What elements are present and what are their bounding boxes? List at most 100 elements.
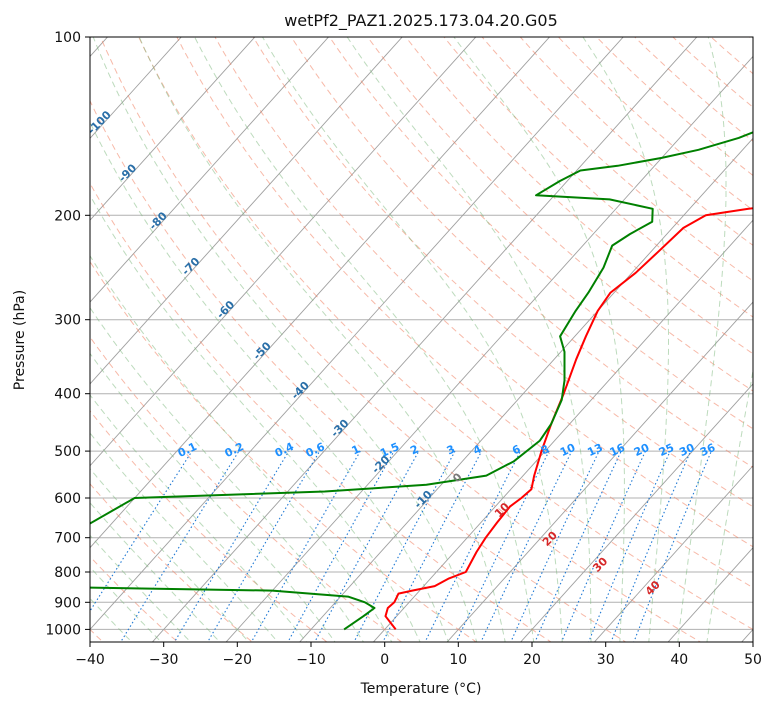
y-axis: 100 200 300 400 500 600 700 800 900 1000 [45,30,90,638]
moist-adiabat-line [677,37,727,642]
dry-adiabat-line [748,37,753,41]
mixing-ratio-line [633,450,712,642]
mixing-ratio-label: 36 [698,441,718,459]
dry-adiabat-line [252,37,753,508]
y-tick-label: 300 [54,313,81,329]
dry-adiabat-label: -100 [85,108,114,137]
mixing-ratio-label: 1 [350,443,362,458]
mixing-ratio-label: 0.2 [223,440,246,460]
isotherm-line [225,55,753,642]
isotherm-line [90,37,551,549]
mixing-ratio-line [455,450,550,642]
mixing-ratio-line [610,450,692,642]
moist-adiabat-line [90,432,279,642]
y-tick-label: 600 [54,491,81,507]
mixing-ratio-line [250,450,361,642]
dry-adiabat-line [710,37,753,75]
moist-adiabat-line [346,37,592,642]
x-tick-label: −30 [149,652,179,668]
moist-adiabat-line [90,121,449,642]
x-tick-label: 20 [523,652,541,668]
y-tick-label: 200 [54,208,81,224]
mixing-ratio-label: 30 [677,441,697,459]
dry-adiabat-line [595,37,753,177]
moist-adiabat-line [453,37,625,642]
dry-adiabat-label: -90 [116,161,139,184]
isotherm-line [299,137,753,642]
x-tick-label: 40 [670,652,688,668]
moist-adiabat-line [138,37,506,642]
isotherm-line [151,37,698,642]
mixing-ratio-line [173,450,290,642]
mixing-ratio-line [480,450,573,642]
moist-adiabat-line [90,467,250,642]
plot-frame [89,36,754,643]
dry-adiabat-line [90,555,179,642]
dry-adiabat-line [557,37,753,211]
dry-adiabat-line [90,483,254,642]
x-tick-label: 0 [380,652,389,668]
dry-adiabat-line [138,37,753,630]
dry-adiabat-line [290,37,753,469]
mixing-ratio-line [588,450,671,642]
x-tick-label: 50 [744,652,762,668]
mixing-ratio-label: 3 [445,443,457,458]
y-axis-label: Pressure (hPa) [12,290,28,390]
moist-adiabat-line [90,194,421,642]
dry-adiabat-line [176,37,753,589]
dry-adiabat-line [99,37,702,642]
dry-adiabats [90,37,753,642]
mixing-ratio-line [560,450,646,642]
mixing-ratio-label: 20 [632,441,652,459]
y-tick-label: 400 [54,387,81,403]
moist-adiabat-line [90,501,221,642]
mixing-ratio-line [120,450,240,642]
isotherms [90,37,753,642]
isotherm-line [90,37,182,140]
dry-adiabat-line [90,410,328,642]
isotherm-line [90,37,624,631]
isotherm-line [90,37,330,303]
moist-adiabat-line [194,37,535,642]
dry-adiabat-label: -30 [328,416,351,439]
y-tick-label: 100 [54,30,81,46]
dry-adiabat-line [366,37,753,392]
isotherm-line [90,37,256,221]
mixing-ratio-line [424,450,521,642]
line-labels: 0.1 0.2 0.4 0.6 1 1.5 2 3 4 6 8 10 13 16 20 25 30 36-100-… [85,108,718,598]
mixing-ratio-label: 0.1 [176,440,199,460]
y-tick-label: 700 [54,531,81,547]
moist-adiabat-label: 0 [450,470,465,485]
mixing-ratio-label: 10 [558,441,578,459]
x-tick-label: 30 [597,652,615,668]
isotherm-line [593,465,753,642]
x-axis-label: Temperature (°C) [360,681,482,697]
moist-adiabat-line [90,352,336,642]
mixing-ratio-label: 0.6 [304,440,327,460]
isotherm-line [90,37,403,385]
dry-adiabat-line [405,37,753,355]
isotherm-line [520,383,753,642]
dry-adiabat-label: -60 [214,298,237,321]
moist-adiabat-line [90,254,393,642]
dry-adiabat-line [90,99,627,642]
dry-adiabat-line [328,37,753,430]
x-tick-label: 10 [449,652,467,668]
dry-adiabat-label: -70 [179,255,202,278]
y-tick-label: 500 [54,444,81,460]
moist-adiabat-line [90,394,308,642]
dewpoint-profile-line [90,131,753,631]
dry-adiabat-line [90,260,478,642]
isotherm-line [446,301,753,642]
dry-adiabat-line [672,37,753,108]
dry-adiabat-line [633,37,753,142]
dry-adiabat-line [90,336,403,642]
moist-adiabats [90,37,753,642]
dry-adiabat-line [90,182,552,642]
moist-adiabat-line [706,368,753,642]
x-axis: −40 −30 −20 −10 0 10 20 30 40 50 [75,642,762,668]
mixing-ratio-label: 16 [608,441,628,459]
temperature-profile-line [384,207,753,631]
mixing-ratio-line [382,450,483,642]
